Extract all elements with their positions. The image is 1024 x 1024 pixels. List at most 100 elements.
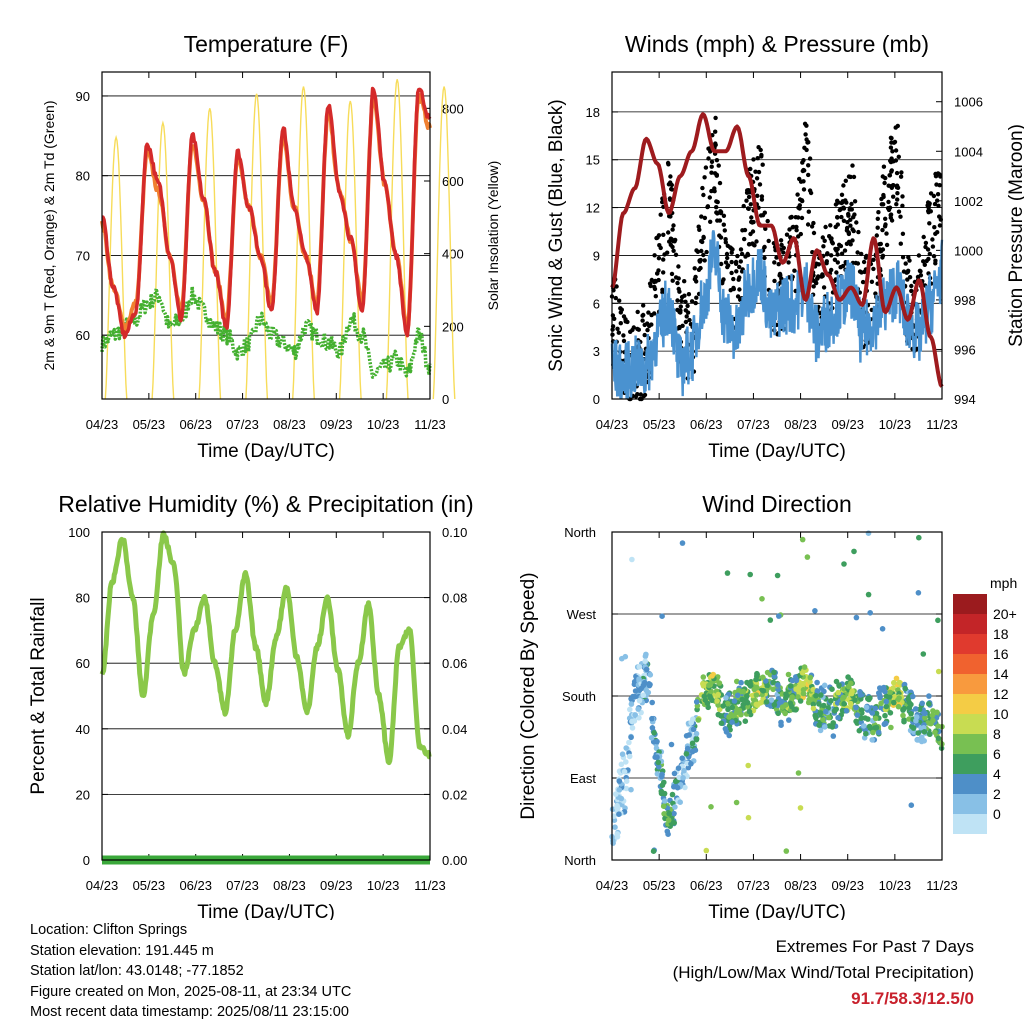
direction-point [619,751,626,757]
colorbar-swatch [953,794,987,814]
plot-frame [611,531,943,861]
gust-point [875,216,880,221]
gust-point [796,234,801,239]
colorbar-label: 18 [993,626,1009,642]
direction-point [831,708,838,714]
plot-frame [611,71,943,400]
y-tick-label: 9 [593,248,600,263]
y-tick-label: North [564,853,596,868]
direction-point [654,738,660,745]
direction-point [689,740,696,747]
direction-point [826,714,832,721]
gust-point [698,265,703,271]
direction-point [776,613,782,619]
gust-point [927,251,932,257]
gust-point [699,248,704,254]
gust-point [755,193,760,198]
direction-point [887,689,893,696]
direction-point [926,731,933,737]
latlon-text: Station lat/lon: 43.0148; -77.1852 [30,963,244,979]
gust-point [820,272,825,277]
gust-point [615,326,620,331]
direction-point [675,765,682,771]
gust-point [666,230,671,235]
gust-point [683,319,689,325]
gust-point [706,156,711,161]
extremes-box: Extremes For Past 7 Days (High/Low/Max W… [673,934,974,1012]
gust-point [707,195,712,200]
gust-point [733,259,739,265]
x-tick-label: 07/23 [737,878,770,893]
direction-point [929,712,936,719]
gust-point [922,262,927,267]
gust-point [701,192,706,198]
direction-point [683,733,690,739]
gust-point [835,215,840,220]
colorbar-swatch [953,814,987,834]
direction-point [883,720,889,727]
gust-point [846,231,852,237]
x-tick-label: 07/23 [226,417,259,432]
direction-point [659,773,665,780]
gust-point [718,235,724,240]
gust-point [704,249,709,255]
gust-point [900,194,905,199]
direction-point [689,748,696,755]
direction-point [901,705,907,712]
y2-tick-label: 1004 [954,144,983,159]
direction-point [613,791,619,797]
direction-point [807,679,813,685]
gust-point [682,279,687,284]
gust-point [909,283,914,289]
gust-point [669,186,674,192]
gust-point [849,207,854,212]
gust-point [789,214,794,220]
x-tick-label: 08/23 [273,417,306,432]
direction-point [817,710,824,716]
direction-point [693,699,700,705]
gust-point [794,228,799,233]
gust-point [883,175,888,181]
gust-point [762,210,767,215]
direction-point [782,710,788,717]
colorbar-label: 4 [993,766,1001,782]
x-tick-label: 09/23 [320,878,353,893]
gust-point [746,194,752,200]
direction-point [695,717,702,723]
gust-point [738,247,744,252]
direction-point [628,734,634,741]
direction-point [801,664,808,670]
gust-point [725,243,730,248]
direction-point [922,710,928,717]
x-tick-label: 05/23 [643,878,676,893]
gust-point [790,225,795,230]
gust-point [843,178,848,183]
direction-point [810,705,817,712]
gust-point [844,228,850,233]
gust-point [850,227,855,232]
gust-point [656,256,662,261]
gust-point [772,278,777,284]
y2-tick-label: 0.08 [442,591,467,606]
gust-point [665,250,670,255]
gust-point [900,255,906,260]
direction-point [853,718,859,725]
gust-point [835,246,840,252]
direction-point [860,723,867,729]
colorbar-label: 10 [993,706,1009,722]
gust-point [705,204,710,210]
gust-point [660,287,665,292]
gust-point [652,253,657,258]
gust-point [801,167,806,173]
gust-point [832,257,838,262]
direction-point [651,730,657,736]
gust-point [852,199,858,204]
gust-point [625,319,630,325]
direction-point [631,678,638,685]
colorbar-swatch [953,774,987,794]
gust-point [884,231,889,236]
gust-point [759,154,764,159]
y-tick-label: 60 [76,328,90,343]
gust-point [895,123,900,129]
direction-point [873,724,880,731]
